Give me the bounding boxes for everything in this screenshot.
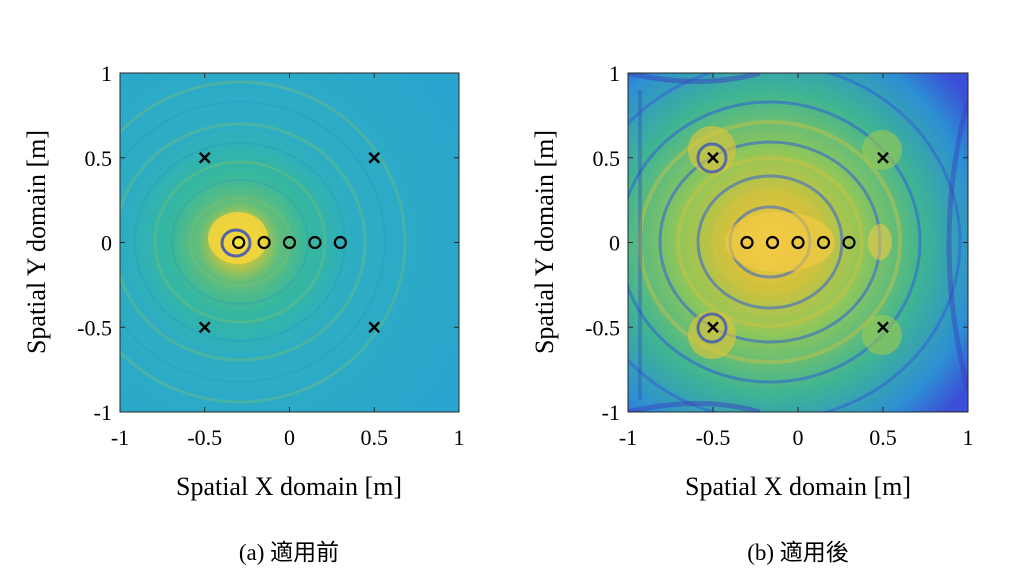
y-tick-label: 0.5 (85, 146, 113, 171)
x-marker (198, 321, 211, 334)
x-tick-label: 1 (963, 425, 974, 450)
o-marker (257, 235, 271, 250)
y-tick-label: 0 (609, 231, 620, 256)
xlabel-a: Spatial X domain [m] (176, 472, 402, 501)
x-marker (198, 151, 211, 164)
ylabel-a: Spatial Y domain [m] (22, 130, 51, 354)
heatmap-a-field (120, 73, 459, 412)
ticks-a: -1 -0.5 0 0.5 1 1 0.5 0 -0.5 -1 (77, 61, 464, 450)
o-marker (740, 235, 754, 250)
x-tick-label: -0.5 (187, 425, 222, 450)
y-tick-label: 1 (101, 61, 112, 86)
o-marker (842, 235, 856, 250)
y-tick-label: 0 (101, 231, 112, 256)
o-marker (791, 235, 805, 250)
x-marker (707, 321, 719, 334)
o-marker (282, 235, 297, 250)
x-tick-label: -1 (111, 425, 129, 450)
x-marker (877, 151, 889, 164)
o-marker (308, 235, 322, 250)
heatmap-panel-a: -1 -0.5 0 0.5 1 1 0.5 0 -0.5 -1 Spatial X domain … (22, 61, 465, 565)
x-marker (368, 151, 381, 164)
y-tick-label: -0.5 (77, 315, 112, 340)
markers-b (707, 151, 889, 334)
x-tick-label: 0.5 (869, 425, 897, 450)
y-tick-label: -1 (94, 400, 112, 425)
y-tick-label: 0.5 (593, 146, 621, 171)
y-tick-label: -0.5 (585, 315, 620, 340)
xlabel-b: Spatial X domain [m] (685, 472, 911, 501)
x-marker (877, 321, 889, 334)
o-marker (232, 235, 246, 250)
x-tick-label: 0 (793, 425, 804, 450)
x-marker (368, 321, 381, 334)
markers-a (198, 151, 381, 334)
x-tick-label: -1 (619, 425, 637, 450)
y-tick-label: -1 (602, 400, 620, 425)
caption-a: (a) 適用前 (239, 540, 339, 565)
o-marker (333, 235, 347, 250)
y-tick-label: 1 (609, 61, 620, 86)
x-tick-label: 1 (454, 425, 465, 450)
x-marker (707, 151, 719, 164)
o-marker (765, 235, 780, 250)
caption-b: (b) 適用後 (747, 540, 849, 565)
x-tick-label: 0 (284, 425, 295, 450)
x-tick-label: 0.5 (361, 425, 389, 450)
ticks-b: -1 -0.5 0 0.5 1 1 0.5 0 -0.5 -1 (585, 61, 973, 450)
x-tick-label: -0.5 (696, 425, 731, 450)
ylabel-b: Spatial Y domain [m] (530, 130, 559, 354)
heatmap-b-field (628, 73, 968, 412)
heatmap-panel-b: -1 -0.5 0 0.5 1 1 0.5 0 -0.5 -1 Spatial X domain … (530, 61, 974, 565)
o-marker (816, 235, 831, 250)
